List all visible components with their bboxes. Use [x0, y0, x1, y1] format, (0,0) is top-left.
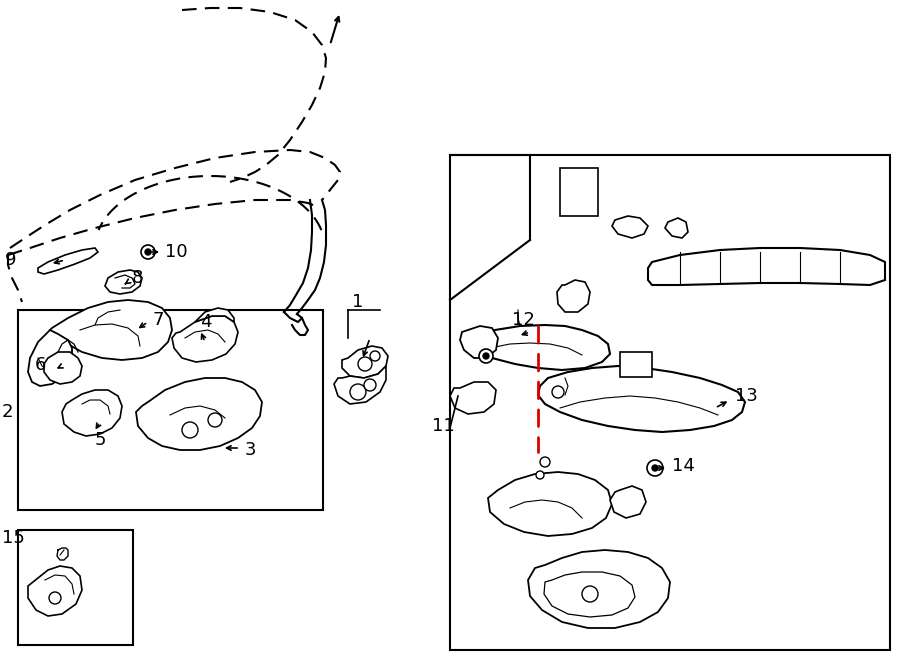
Polygon shape	[105, 270, 142, 294]
Polygon shape	[28, 330, 72, 386]
Circle shape	[49, 592, 61, 604]
Bar	[18, 310, 323, 510]
Circle shape	[483, 353, 489, 359]
Polygon shape	[136, 378, 262, 450]
Polygon shape	[342, 346, 388, 378]
Text: 5: 5	[95, 431, 106, 449]
Circle shape	[540, 457, 550, 467]
Text: 10: 10	[165, 243, 187, 261]
Circle shape	[647, 460, 663, 476]
Polygon shape	[528, 550, 670, 628]
Bar	[450, 155, 890, 650]
Text: 8: 8	[132, 269, 143, 287]
Polygon shape	[488, 472, 612, 536]
Polygon shape	[468, 325, 610, 370]
Bar	[560, 168, 598, 216]
Polygon shape	[610, 486, 646, 518]
Polygon shape	[44, 352, 82, 384]
Polygon shape	[544, 572, 635, 617]
Text: 1: 1	[352, 293, 364, 311]
Bar	[18, 530, 133, 645]
Circle shape	[141, 245, 155, 259]
Circle shape	[145, 249, 151, 255]
Polygon shape	[195, 308, 234, 322]
Polygon shape	[665, 218, 688, 238]
Circle shape	[479, 349, 493, 363]
Text: 9: 9	[5, 251, 16, 269]
Polygon shape	[334, 366, 386, 404]
Text: 3: 3	[245, 441, 256, 459]
Bar	[620, 352, 652, 377]
Polygon shape	[648, 248, 885, 285]
Polygon shape	[557, 280, 590, 312]
Text: 4: 4	[200, 313, 212, 331]
Circle shape	[364, 379, 376, 391]
Text: 12: 12	[512, 311, 535, 329]
Text: 7: 7	[152, 311, 164, 329]
Polygon shape	[450, 382, 496, 414]
Polygon shape	[460, 326, 498, 358]
Polygon shape	[38, 248, 98, 274]
Circle shape	[536, 471, 544, 479]
Polygon shape	[538, 366, 745, 432]
Polygon shape	[28, 566, 82, 616]
Circle shape	[358, 357, 372, 371]
Text: 13: 13	[735, 387, 758, 405]
Polygon shape	[62, 390, 122, 436]
Text: 14: 14	[672, 457, 695, 475]
Polygon shape	[172, 316, 238, 362]
Circle shape	[552, 386, 564, 398]
Text: 2: 2	[2, 403, 14, 421]
Circle shape	[350, 384, 366, 400]
Circle shape	[182, 422, 198, 438]
Text: 6: 6	[35, 356, 47, 374]
Circle shape	[370, 351, 380, 361]
Text: 15: 15	[2, 529, 25, 547]
Polygon shape	[50, 300, 172, 360]
Text: 11: 11	[432, 417, 454, 435]
Circle shape	[582, 586, 598, 602]
Polygon shape	[612, 216, 648, 238]
Circle shape	[652, 465, 658, 471]
Circle shape	[208, 413, 222, 427]
